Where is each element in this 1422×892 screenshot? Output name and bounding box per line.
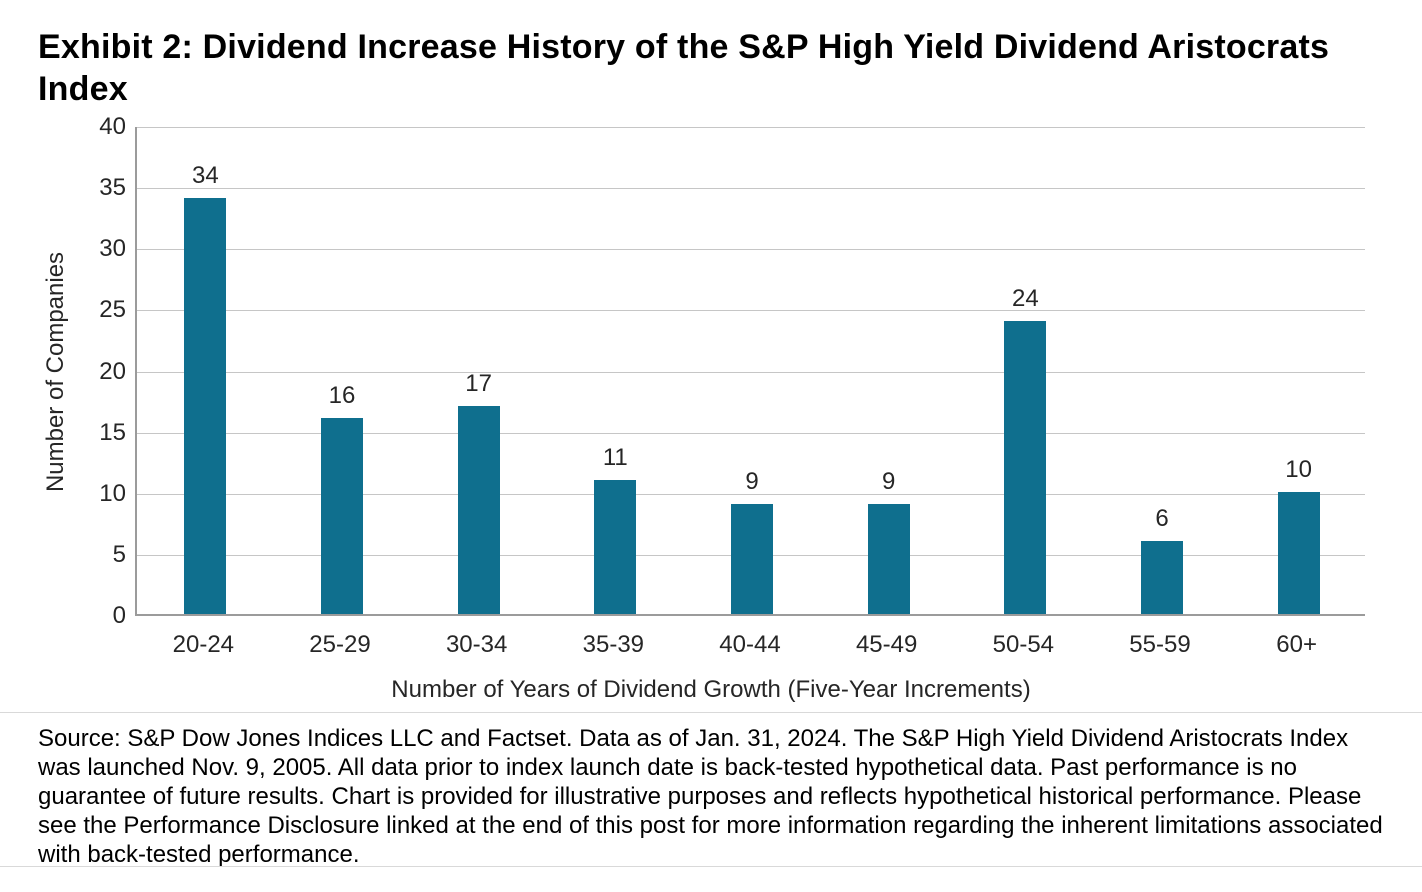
y-tick-label: 40 bbox=[99, 113, 126, 140]
x-tick-label: 55-59 bbox=[1129, 631, 1191, 658]
bar-45-49 bbox=[867, 503, 910, 614]
bar-value-label: 11 bbox=[602, 443, 628, 471]
bar-value-label: 34 bbox=[191, 162, 219, 190]
plot-area: 34 16 17 11 9 9 24 6 10 bbox=[135, 127, 1365, 616]
y-tick-label: 25 bbox=[99, 296, 126, 324]
x-tick-label: 40-44 bbox=[719, 631, 781, 658]
bar-55-59 bbox=[1141, 540, 1183, 614]
bar-value-label: 16 bbox=[328, 382, 356, 410]
gridline bbox=[137, 249, 1365, 251]
bar-35-39 bbox=[594, 479, 637, 614]
gridline bbox=[137, 127, 1365, 128]
bar-50-54 bbox=[1004, 320, 1047, 614]
bar-40-44 bbox=[731, 503, 773, 614]
gridline bbox=[137, 371, 1365, 373]
bar-30-34 bbox=[457, 406, 500, 614]
gridline bbox=[137, 310, 1365, 312]
x-tick-label: 20-24 bbox=[172, 631, 235, 658]
bar-value-label: 6 bbox=[1155, 504, 1169, 532]
x-tick-label: 35-39 bbox=[582, 631, 645, 658]
y-tick-label: 15 bbox=[99, 418, 126, 446]
bar-value-label: 9 bbox=[881, 467, 896, 495]
bar-value-label: 24 bbox=[1011, 284, 1039, 312]
bar-20-24 bbox=[184, 198, 227, 614]
y-tick-label: 10 bbox=[99, 479, 126, 507]
x-axis-tick-labels: 20-24 25-29 30-34 35-39 40-44 45-49 50-54 55-59… bbox=[135, 631, 1365, 661]
bar-value-label: 9 bbox=[745, 467, 759, 495]
gridline bbox=[137, 188, 1365, 190]
separator-line-top bbox=[0, 712, 1422, 713]
x-axis-title: Number of Years of Dividend Growth (Five… bbox=[391, 676, 1031, 703]
bar-value-label: 10 bbox=[1285, 455, 1313, 483]
y-tick-label: 35 bbox=[99, 174, 126, 202]
source-disclosure-text: Source: S&P Dow Jones Indices LLC and Fa… bbox=[38, 725, 1383, 868]
y-tick-label: 30 bbox=[99, 235, 126, 263]
x-tick-label: 30-34 bbox=[445, 631, 508, 658]
bar-25-29 bbox=[321, 418, 363, 614]
y-tick-label: 5 bbox=[112, 540, 126, 568]
x-tick-label: 50-54 bbox=[992, 631, 1055, 658]
y-tick-label: 20 bbox=[99, 357, 126, 385]
x-tick-label: 60+ bbox=[1276, 631, 1318, 658]
bar-value-label: 17 bbox=[465, 370, 493, 398]
y-tick-label: 0 bbox=[112, 602, 126, 629]
x-tick-label: 25-29 bbox=[309, 631, 371, 658]
gridline bbox=[137, 432, 1365, 434]
separator-line-bottom bbox=[0, 866, 1422, 867]
x-tick-label: 45-49 bbox=[855, 631, 918, 658]
gridline bbox=[137, 493, 1365, 495]
y-axis-tick-labels: 0 5 10 15 20 25 30 35 40 bbox=[0, 114, 126, 629]
bar-60+ bbox=[1277, 491, 1320, 614]
exhibit-title: Exhibit 2: Dividend Increase History of … bbox=[38, 28, 1330, 108]
